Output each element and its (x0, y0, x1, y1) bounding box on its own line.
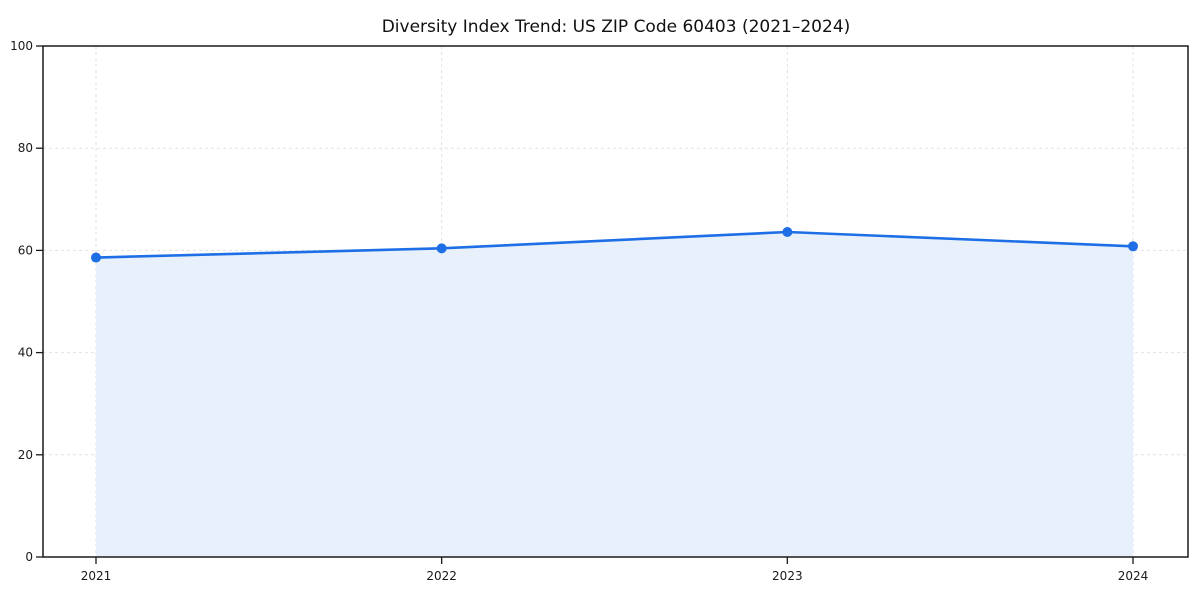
y-tick-label: 0 (25, 550, 33, 564)
y-tick-label: 100 (10, 39, 33, 53)
chart-title: Diversity Index Trend: US ZIP Code 60403… (382, 17, 851, 37)
data-point (1128, 241, 1138, 252)
data-point (91, 252, 101, 263)
area-fill (96, 232, 1133, 557)
x-axis-labels: 2021 2022 2023 2024 (81, 569, 1149, 583)
trend-line-path (94, 230, 1135, 259)
data-points (91, 227, 1138, 263)
y-tick-label: 60 (18, 243, 33, 257)
y-tick-label: 80 (18, 141, 33, 155)
area-fill-path (96, 232, 1133, 557)
x-tick-label: 2024 (1118, 569, 1149, 583)
x-tick-label: 2021 (81, 569, 112, 583)
data-point (436, 243, 447, 254)
y-tick-label: 20 (18, 448, 33, 462)
x-tick-label: 2022 (426, 569, 457, 583)
y-tick-label: 40 (18, 346, 33, 360)
trend-line (94, 230, 1135, 259)
plot-border (42, 45, 1189, 558)
axis-tick-marks (36, 45, 1134, 564)
x-tick-label: 2023 (772, 569, 803, 583)
data-point (782, 227, 793, 238)
y-axis-labels: 0 20 40 60 80 100 (10, 39, 33, 564)
